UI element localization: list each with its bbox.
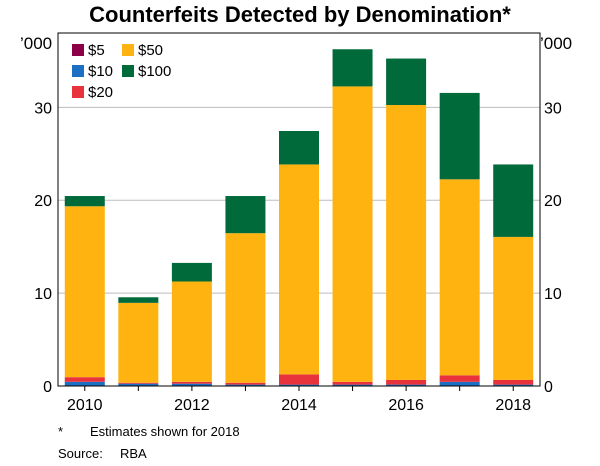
bar-2016-d100 — [386, 58, 427, 105]
bar-2017-d10 — [439, 381, 480, 386]
bar-2012-d50 — [171, 281, 212, 382]
legend-label-d100: $100 — [138, 63, 171, 80]
bar-2017-d100 — [439, 92, 480, 180]
bar-2014-d50 — [279, 164, 319, 375]
bar-2015-d100 — [332, 49, 373, 87]
y-axis-unit-left: ’000 — [20, 34, 53, 53]
footnote-text: Estimates shown for 2018 — [90, 424, 240, 439]
bar-2011-d20 — [118, 382, 159, 384]
x-tick-label-2012: 2012 — [174, 397, 210, 414]
bar-2015-d20 — [332, 381, 373, 385]
y-tick-left-20: 20 — [34, 193, 52, 210]
bar-2013-d50 — [225, 233, 266, 383]
legend-label-d20: $20 — [88, 84, 113, 101]
source-text: RBA — [120, 446, 147, 461]
bar-2015-d50 — [332, 86, 373, 382]
bar-2011-d10 — [118, 383, 159, 386]
bar-2011-d50 — [118, 302, 159, 383]
bar-2018-d20 — [493, 379, 534, 385]
bar-2012-d100 — [171, 262, 212, 282]
bar-2010-d10 — [64, 381, 105, 386]
bar-2016-d20 — [386, 379, 427, 385]
source-note: Source: RBA — [58, 446, 147, 461]
bar-2012-d20 — [171, 381, 212, 384]
bar-2010-d20 — [64, 377, 105, 382]
bar-2012-d10 — [171, 383, 212, 386]
footnote: * Estimates shown for 2018 — [58, 424, 240, 439]
bar-2014-d20 — [279, 374, 319, 385]
footnote-mark: * — [58, 424, 64, 439]
source-label: Source: — [58, 446, 103, 461]
bar-2011-d100 — [118, 297, 159, 303]
bar-2018-d50 — [493, 236, 534, 380]
chart-title: Counterfeits Detected by Denomination* — [89, 2, 511, 27]
plot-frame — [57, 32, 541, 387]
legend-label-d5: $5 — [88, 42, 105, 59]
bar-2014-d100 — [279, 131, 319, 165]
bar-2016-d50 — [386, 104, 427, 380]
legend-swatch-d5 — [72, 44, 84, 56]
bar-2013-d10 — [225, 384, 266, 386]
legend-label-d50: $50 — [138, 42, 163, 59]
legend-swatch-d100 — [122, 65, 134, 77]
bar-2010-d50 — [64, 206, 105, 378]
bar-2010-d100 — [64, 196, 105, 207]
legend-label-d10: $10 — [88, 63, 113, 80]
legend-swatch-d50 — [122, 44, 134, 56]
bar-2018-d100 — [493, 164, 534, 237]
y-tick-left-10: 10 — [34, 286, 52, 303]
bar-2014-d10 — [279, 384, 319, 386]
legend-swatch-d10 — [72, 65, 84, 77]
bar-2013-d100 — [225, 196, 266, 234]
y-tick-right-30: 30 — [544, 100, 562, 117]
bar-2015-d10 — [332, 384, 373, 386]
legend-swatch-d20 — [72, 86, 84, 98]
y-tick-right-0: 0 — [544, 379, 553, 396]
y-tick-right-10: 10 — [544, 286, 562, 303]
bar-2018-d10 — [493, 384, 534, 386]
x-tick-label-2018: 2018 — [495, 397, 531, 414]
y-tick-left-30: 30 — [34, 100, 52, 117]
y-tick-right-20: 20 — [544, 193, 562, 210]
x-tick-label-2010: 2010 — [67, 397, 103, 414]
bar-2017-d20 — [439, 375, 480, 382]
bar-2017-d50 — [439, 179, 480, 376]
x-tick-label-2016: 2016 — [388, 397, 424, 414]
x-tick-label-2014: 2014 — [281, 397, 317, 414]
bar-2013-d20 — [225, 382, 266, 385]
bar-2016-d10 — [386, 384, 427, 386]
y-tick-left-0: 0 — [43, 379, 52, 396]
y-axis-unit-right: ’000 — [540, 34, 573, 53]
